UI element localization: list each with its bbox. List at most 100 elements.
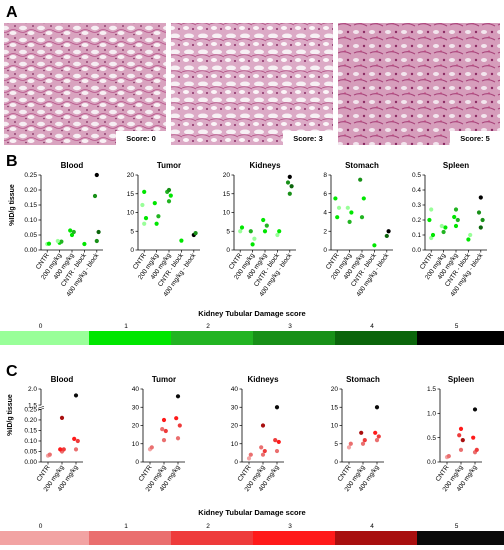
histology-image-score-3: Score: 3 <box>171 23 333 145</box>
data-point <box>252 236 257 241</box>
data-point <box>246 456 252 461</box>
y-tick-label: 40 <box>132 386 140 393</box>
data-point <box>439 223 444 229</box>
y-tick-label: 20 <box>127 172 135 179</box>
y-tick-label: 0.4 <box>412 187 421 194</box>
data-point <box>345 205 350 210</box>
y-tick-label: 6 <box>323 191 327 198</box>
scale-label: 3 <box>288 323 292 330</box>
y-tick-label: 30 <box>132 404 140 411</box>
y-tick-label: 15 <box>127 191 135 198</box>
data-point <box>458 447 464 452</box>
scale-label: 1 <box>124 523 128 530</box>
data-point <box>179 238 184 243</box>
data-point <box>143 216 149 221</box>
y-tick-label: 0.15 <box>24 428 37 435</box>
histology-image <box>171 23 333 145</box>
scale-label: 4 <box>370 523 374 530</box>
data-point <box>163 428 168 434</box>
data-point <box>274 448 280 454</box>
panel-c-scale-title: Kidney Tubular Damage score <box>198 508 305 517</box>
scale-label: 2 <box>206 323 210 330</box>
y-tick-label: 20 <box>331 386 339 393</box>
y-tick-label: 0.5 <box>412 172 421 179</box>
data-point <box>466 237 471 242</box>
data-point <box>374 438 380 443</box>
data-point <box>276 439 281 445</box>
panel-b-scale-title: Kidney Tubular Damage score <box>198 309 305 318</box>
chart-title: Stomach <box>346 375 380 384</box>
chart-title: Spleen <box>448 375 474 384</box>
chart-title: Blood <box>51 375 74 384</box>
y-tick-label: 20 <box>231 423 239 430</box>
scale-segment-0 <box>0 331 89 345</box>
histology-image <box>338 23 500 145</box>
data-point <box>82 241 87 247</box>
scale-label: 1 <box>124 323 128 330</box>
y-tick-label: 0.00 <box>24 459 37 466</box>
scale-segment-1 <box>89 531 171 545</box>
data-point <box>161 417 167 423</box>
data-point <box>374 405 380 410</box>
y-tick-label: 0.05 <box>24 232 37 239</box>
y-tick-label: 0 <box>226 247 230 254</box>
data-point <box>140 202 145 208</box>
data-point <box>289 184 294 189</box>
data-point <box>430 232 436 238</box>
y-tick-label: 1.0 <box>427 411 436 418</box>
score-label: Score: 5 <box>460 134 490 143</box>
data-point <box>455 217 460 223</box>
data-point <box>427 217 432 223</box>
y-tick-label: 1.5 <box>28 402 37 409</box>
data-point <box>260 452 266 457</box>
data-point <box>156 214 161 219</box>
scale-segment-4 <box>335 531 417 545</box>
data-point <box>285 180 291 185</box>
score-label-box <box>450 131 500 145</box>
y-tick-label: 2 <box>323 228 327 235</box>
data-point <box>61 447 66 452</box>
y-tick-label: 0.10 <box>24 438 37 445</box>
data-point <box>453 207 459 212</box>
chart-title: Kidneys <box>247 375 279 384</box>
scale-segment-5 <box>417 331 504 345</box>
panel-c-y-axis-label: %ID/g tissue <box>7 394 14 436</box>
data-point <box>47 452 52 457</box>
scale-label: 0 <box>39 323 43 330</box>
y-tick-label: 0.0 <box>412 247 421 254</box>
chart-title: Stomach <box>345 161 379 170</box>
y-tick-label: 8 <box>323 172 327 179</box>
panel-b-y-axis-label: %ID/g tissue <box>9 184 16 226</box>
data-point <box>161 438 167 443</box>
data-point <box>260 423 266 428</box>
scale-segment-3 <box>253 331 335 345</box>
scale-segment-0 <box>0 531 89 545</box>
data-point <box>262 229 268 234</box>
data-point <box>59 415 65 420</box>
y-tick-label: 0.3 <box>412 202 421 209</box>
data-point <box>68 228 73 233</box>
data-point <box>193 231 198 236</box>
y-tick-label: 0.5 <box>427 435 436 442</box>
y-tick-label: 0 <box>130 247 134 254</box>
data-point <box>72 436 77 441</box>
data-point <box>480 217 485 223</box>
chart-title: Blood <box>61 161 84 170</box>
data-point <box>160 427 165 432</box>
y-tick-label: 0.1 <box>412 232 421 239</box>
data-point <box>372 243 377 248</box>
panel-a-letter: A <box>6 4 18 21</box>
data-point <box>152 201 157 206</box>
data-point <box>386 229 391 234</box>
y-tick-label: 0.20 <box>24 187 37 194</box>
y-tick-label: 15 <box>331 404 339 411</box>
chart-title: Spleen <box>443 161 469 170</box>
data-point <box>175 436 181 441</box>
data-point <box>275 232 280 238</box>
data-point <box>154 221 159 226</box>
